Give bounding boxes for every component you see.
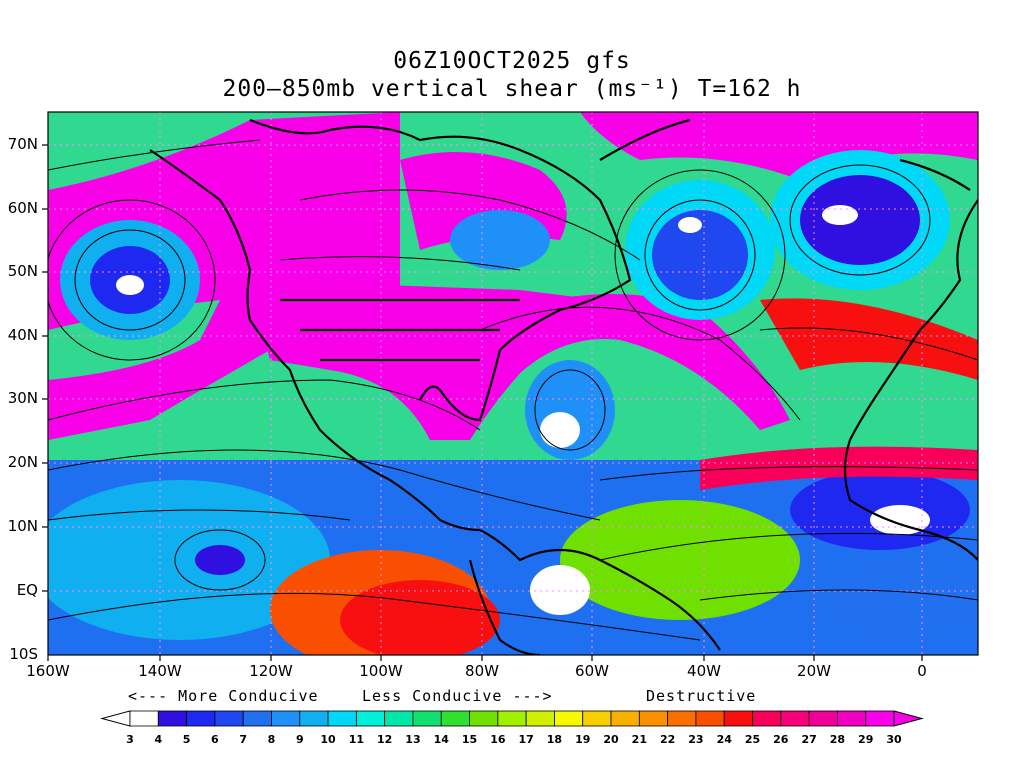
colorbar-swatch xyxy=(497,710,527,727)
colorbar-label: 28 xyxy=(829,733,846,746)
colorbar-swatch xyxy=(214,710,244,727)
more-conducive-note: <--- More Conducive xyxy=(128,687,319,705)
colorbar-swatch xyxy=(865,710,895,727)
lon-label-60w: 60W xyxy=(575,662,609,680)
lat-label-10s: 10S xyxy=(9,645,38,663)
colorbar-label: 12 xyxy=(377,733,393,746)
colorbar-label: 15 xyxy=(461,733,478,746)
colorbar-swatch xyxy=(554,710,584,727)
colorbar-label: 14 xyxy=(433,733,449,746)
colorbar xyxy=(100,710,924,727)
colorbar-label: 20 xyxy=(603,733,619,746)
colorbar-label: 23 xyxy=(688,733,704,746)
colorbar-left-arrow xyxy=(100,710,131,727)
colorbar-label: 8 xyxy=(267,733,276,746)
lat-label-70n: 70N xyxy=(7,135,38,153)
shear-field xyxy=(48,112,978,655)
colorbar-label: 24 xyxy=(716,733,732,746)
destructive-note: Destructive xyxy=(646,687,757,705)
colorbar-label: 17 xyxy=(518,733,534,746)
streamlines xyxy=(48,139,978,641)
colorbar-label: 5 xyxy=(182,733,191,746)
lon-label-100w: 100W xyxy=(359,662,403,680)
lat-label-30n: 30N xyxy=(7,389,38,407)
colorbar-label: 30 xyxy=(886,733,902,746)
colorbar-swatch xyxy=(695,710,725,727)
colorbar-swatch xyxy=(582,710,612,727)
colorbar-label: 7 xyxy=(239,733,247,746)
lat-label-40n: 40N xyxy=(7,326,38,344)
colorbar-swatch xyxy=(723,710,753,727)
lon-label-80w: 80W xyxy=(465,662,499,680)
colorbar-right-arrow xyxy=(893,710,924,727)
colorbar-swatch xyxy=(638,710,669,727)
colorbar-swatch xyxy=(242,710,272,727)
colorbar-swatch xyxy=(667,710,697,727)
colorbar-swatch xyxy=(610,710,640,727)
colorbar-label: 4 xyxy=(154,733,163,746)
lat-label-20n: 20N xyxy=(7,453,38,471)
lat-label-eq: EQ xyxy=(16,581,38,599)
colorbar-swatch xyxy=(412,710,442,727)
lat-label-50n: 50N xyxy=(7,262,38,280)
colorbar-swatch xyxy=(808,710,838,727)
lon-label-160w: 160W xyxy=(26,662,70,680)
colorbar-swatch xyxy=(299,710,329,727)
lon-label-120w: 120W xyxy=(249,662,293,680)
lon-label-40w: 40W xyxy=(687,662,721,680)
lon-label-140w: 140W xyxy=(138,662,182,680)
colorbar-label: 11 xyxy=(348,733,365,746)
colorbar-swatch xyxy=(469,710,499,727)
map-frame xyxy=(47,111,979,656)
colorbar-label: 10 xyxy=(320,733,336,746)
colorbar-swatch xyxy=(157,710,187,727)
colorbar-label: 6 xyxy=(211,733,219,746)
colorbar-label: 25 xyxy=(744,733,761,746)
colorbar-swatch xyxy=(780,710,810,727)
colorbar-label: 29 xyxy=(858,733,874,746)
lat-label-60n: 60N xyxy=(7,199,38,217)
less-conducive-note: Less Conducive ---> xyxy=(362,687,553,705)
colorbar-swatch xyxy=(525,710,555,727)
axis-ticks xyxy=(42,144,923,661)
map-subtitle: 200–850mb vertical shear (ms⁻¹) T=162 h xyxy=(222,76,802,102)
colorbar-label: 18 xyxy=(546,733,563,746)
colorbar-swatch xyxy=(271,710,301,727)
map-title: 06Z10OCT2025 gfs xyxy=(393,48,631,74)
colorbar-label: 13 xyxy=(405,733,421,746)
colorbar-swatch xyxy=(327,710,357,727)
colorbar-swatch xyxy=(186,710,216,727)
colorbar-swatch xyxy=(440,710,470,727)
colorbar-swatch xyxy=(837,710,867,727)
colorbar-label: 22 xyxy=(659,733,676,746)
colorbar-label: 9 xyxy=(295,733,304,746)
colorbar-label: 26 xyxy=(773,733,789,746)
colorbar-swatch xyxy=(355,710,386,727)
colorbar-label: 19 xyxy=(575,733,591,746)
colorbar-label: 3 xyxy=(126,733,134,746)
lon-label-0: 0 xyxy=(917,662,927,680)
lat-label-10n: 10N xyxy=(7,517,38,535)
colorbar-swatch xyxy=(129,710,159,727)
colorbar-swatch xyxy=(384,710,414,727)
colorbar-label: 27 xyxy=(801,733,817,746)
colorbar-swatch xyxy=(752,710,782,727)
colorbar-label: 21 xyxy=(631,733,647,746)
colorbar-label: 16 xyxy=(490,733,506,746)
lon-label-20w: 20W xyxy=(797,662,831,680)
